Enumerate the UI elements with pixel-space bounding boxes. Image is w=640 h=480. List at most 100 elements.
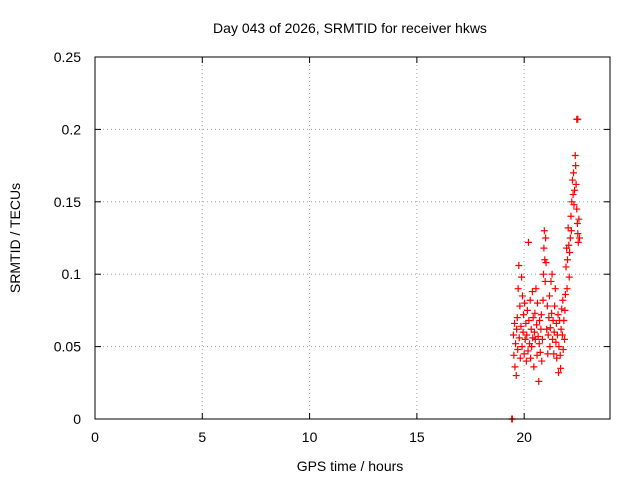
data-point — [568, 176, 576, 184]
chart-title: Day 043 of 2026, SRMTID for receiver hkw… — [213, 20, 487, 36]
data-point — [550, 350, 558, 358]
data-point — [515, 334, 523, 342]
data-point — [560, 317, 568, 325]
data-point — [518, 343, 526, 351]
data-point — [566, 234, 574, 242]
data-point — [546, 324, 554, 332]
x-axis-title: GPS time / hours — [297, 458, 404, 474]
data-point — [573, 205, 581, 213]
data-points — [508, 115, 584, 423]
y-tick-label: 0.1 — [62, 266, 82, 282]
data-point — [561, 335, 569, 343]
data-point — [539, 296, 547, 304]
data-point — [569, 191, 577, 199]
y-tick-label: 0.15 — [54, 194, 81, 210]
data-point — [540, 227, 548, 235]
data-point — [513, 325, 521, 333]
data-point — [570, 201, 578, 209]
y-tick-label: 0.2 — [62, 121, 82, 137]
data-point — [512, 340, 520, 348]
data-point — [565, 241, 573, 249]
data-point — [559, 296, 567, 304]
data-point — [518, 292, 526, 300]
data-point — [572, 180, 580, 188]
data-point — [540, 244, 548, 252]
data-point — [528, 343, 536, 351]
data-point — [546, 343, 554, 351]
data-point — [555, 369, 562, 377]
data-point — [552, 338, 560, 346]
data-point — [574, 230, 582, 238]
data-point — [514, 345, 522, 353]
x-tick-label: 15 — [409, 429, 425, 445]
data-point — [535, 340, 543, 348]
data-point — [518, 273, 526, 281]
data-point — [515, 262, 523, 270]
data-point — [530, 363, 538, 371]
data-point — [521, 335, 529, 343]
data-point — [526, 296, 534, 304]
data-point — [557, 364, 565, 372]
data-point — [517, 322, 525, 330]
y-tick-label: 0.05 — [54, 339, 81, 355]
plot-frame — [94, 56, 611, 420]
data-point — [564, 256, 572, 264]
data-point — [513, 314, 521, 322]
data-point — [537, 311, 545, 319]
data-point — [511, 363, 519, 371]
data-point — [534, 332, 542, 340]
data-point — [544, 350, 552, 358]
data-point — [571, 186, 579, 194]
data-point — [558, 331, 566, 339]
y-axis-title: SRMTID / TECUs — [7, 183, 23, 293]
data-point — [574, 115, 582, 123]
data-point — [567, 227, 575, 235]
data-point — [548, 270, 556, 278]
data-point — [512, 372, 520, 380]
data-point — [573, 220, 581, 228]
data-point — [561, 306, 569, 314]
data-point — [570, 169, 578, 177]
data-point — [533, 299, 541, 307]
data-point — [575, 215, 583, 223]
y-tick-label: 0.25 — [54, 49, 81, 65]
data-point — [523, 306, 531, 314]
data-point — [521, 299, 529, 307]
data-point — [551, 285, 559, 293]
data-point — [544, 331, 552, 339]
data-point — [509, 331, 517, 339]
data-point — [547, 277, 555, 285]
x-tick-label: 0 — [91, 429, 99, 445]
data-point — [558, 305, 566, 313]
data-point — [539, 270, 547, 278]
data-point — [576, 234, 584, 242]
data-point — [542, 259, 550, 267]
data-point — [531, 309, 539, 317]
data-point — [551, 302, 559, 310]
data-point — [572, 162, 580, 170]
data-point — [525, 317, 533, 325]
data-point — [528, 288, 536, 296]
data-point — [565, 273, 573, 281]
data-point — [522, 357, 530, 365]
data-point — [555, 343, 563, 351]
data-point — [519, 328, 527, 336]
data-point — [563, 285, 571, 293]
data-point — [511, 319, 519, 327]
data-point — [527, 354, 535, 362]
data-point — [545, 314, 553, 322]
data-point — [536, 317, 544, 325]
data-point — [523, 331, 531, 339]
data-point — [545, 292, 553, 300]
data-point — [562, 263, 570, 271]
data-point — [532, 285, 540, 293]
data-point — [535, 377, 543, 385]
data-point — [524, 347, 532, 355]
tick-label-layer: 0 5 10 15 20 0 0.05 0.1 0.15 0.2 0.25 — [54, 49, 532, 445]
data-point — [559, 345, 567, 353]
data-point — [529, 314, 537, 322]
data-point — [533, 321, 541, 329]
data-point — [524, 238, 532, 246]
data-point — [520, 350, 528, 358]
